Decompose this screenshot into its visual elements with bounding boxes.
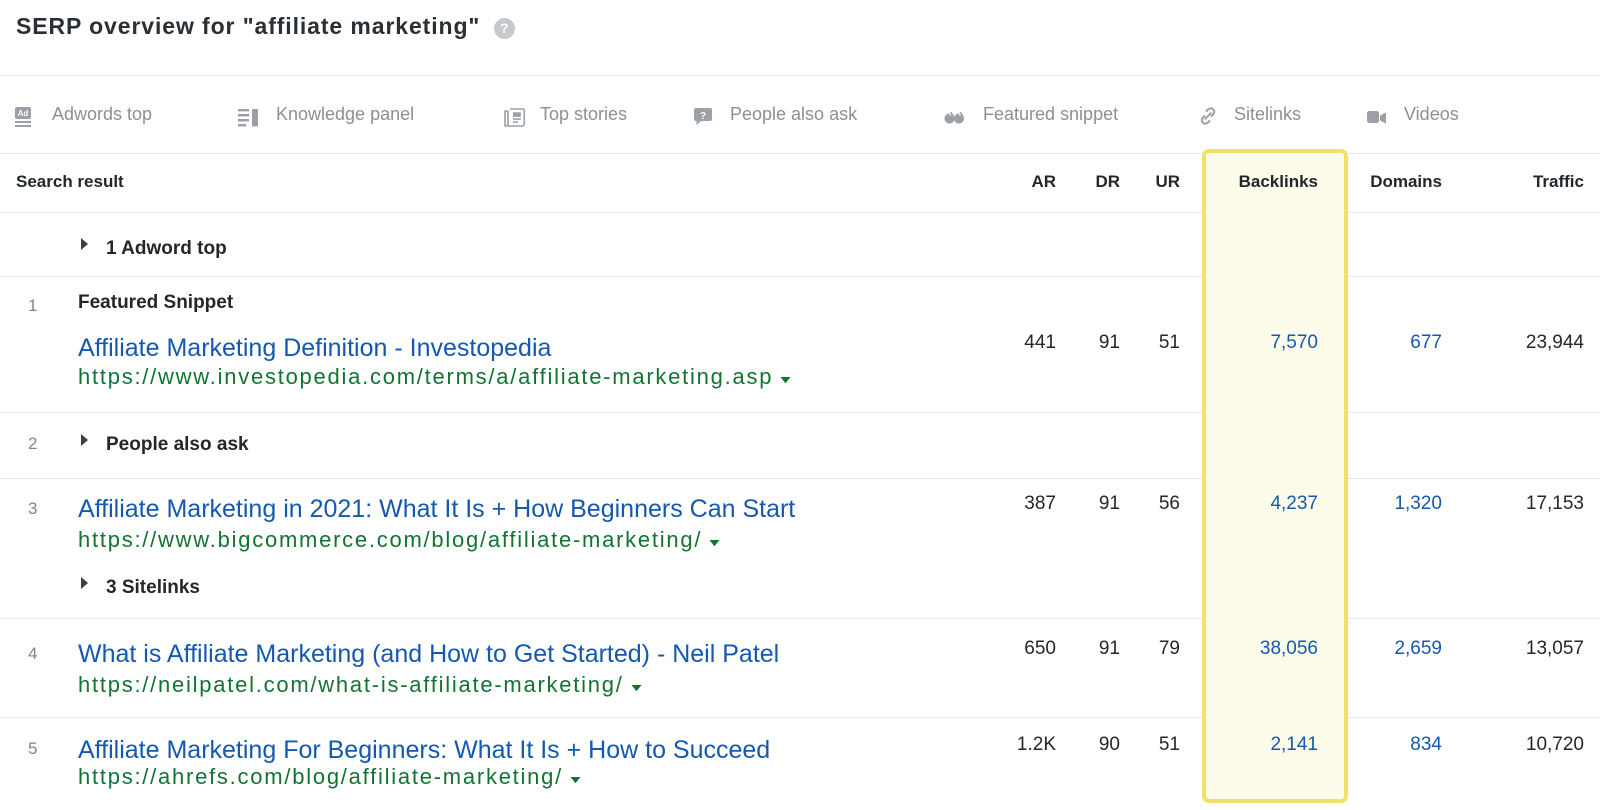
svg-text:?: ? bbox=[700, 111, 706, 122]
svg-text:Ad: Ad bbox=[18, 109, 29, 118]
